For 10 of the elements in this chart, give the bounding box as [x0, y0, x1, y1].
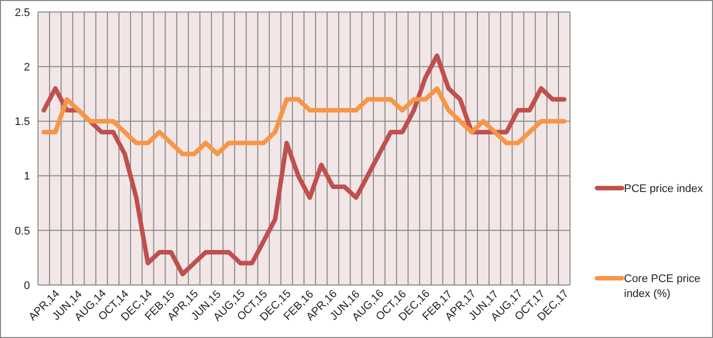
- legend-label: PCE price index: [624, 183, 704, 196]
- y-tick-label: 2: [24, 61, 30, 74]
- legend-label: Core PCE price index (%): [624, 273, 700, 300]
- y-tick-label: 1.5: [14, 116, 30, 128]
- y-tick-label: 1: [24, 170, 30, 183]
- line-series: [42, 86, 566, 156]
- y-tick-label: 0: [24, 280, 30, 292]
- y-tick-label: 0.5: [14, 225, 30, 238]
- y-tick-label: 2.5: [14, 6, 30, 19]
- line-series: [42, 53, 566, 276]
